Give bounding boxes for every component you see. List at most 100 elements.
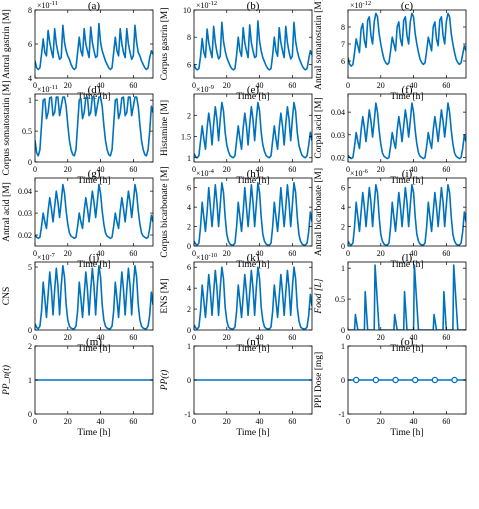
panel-f: 0 20 40 600.020.030.04(f)Time [h]Corpal aci… [314, 84, 467, 186]
multiplier-exponent: -12 [209, 0, 218, 7]
x-tick-label: 0 [192, 165, 196, 174]
x-tick-label: 20 [64, 417, 72, 426]
x-tick-label: 60 [288, 417, 296, 426]
x-tick-label: 0 [33, 417, 37, 426]
y-tick-label: 0 [187, 326, 191, 335]
y-axis-label: Antral bicarbonate [M] [314, 168, 324, 256]
panel-label: (e) [247, 84, 260, 96]
x-axis-label: Time [h] [390, 176, 423, 186]
series-line [35, 96, 153, 157]
x-tick-label: 0 [346, 249, 350, 258]
panel-g: 0 20 40 600.020.030.04(g)Time [h]Antral aci… [2, 168, 154, 270]
dose-marker [411, 376, 419, 384]
panel-label: (c) [401, 0, 414, 12]
y-tick-label: 8 [187, 33, 191, 42]
x-tick-label: 20 [377, 417, 385, 426]
axes-box [34, 177, 154, 247]
y-tick-label: 0 [341, 326, 345, 335]
multiplier-exponent: -7 [50, 252, 56, 259]
x-tick-label: 40 [97, 249, 105, 258]
x-axis-label: Time [h] [77, 428, 110, 438]
y-tick-label: 4 [341, 203, 345, 212]
dose-marker [352, 376, 360, 384]
y-multiplier: ×10-11 [37, 0, 58, 10]
x-tick-label: 60 [129, 249, 137, 258]
y-tick-label: 0.5 [335, 295, 345, 304]
y-tick-label: 8 [341, 23, 345, 32]
y-multiplier: ×10-11 [37, 84, 58, 94]
y-axis-label: PP_n(t) [1, 365, 12, 396]
series-line [194, 266, 312, 330]
y-multiplier: ×10-6 [350, 168, 369, 178]
x-tick-label: 20 [377, 81, 385, 90]
y-tick-label: 4 [187, 203, 191, 212]
x-axis-label: Time [h] [77, 260, 110, 270]
x-tick-label: 40 [97, 417, 105, 426]
multiplier-base: ×10 [196, 85, 209, 94]
y-axis-label: Corpus gastrin [M] [160, 8, 170, 81]
x-axis-label: Time [h] [236, 176, 269, 186]
series-line [194, 20, 312, 71]
y-tick-label: 2 [187, 111, 191, 120]
y-tick-label: 0.04 [18, 187, 32, 196]
y-tick-label: 4 [28, 74, 32, 83]
y-tick-label: 4 [187, 284, 191, 293]
multiplier-base: ×10 [196, 1, 209, 10]
y-axis-label: ENS [M] [160, 278, 170, 313]
x-tick-label: 60 [288, 249, 296, 258]
x-axis-label: Time [h] [77, 344, 110, 354]
y-tick-label: 6 [187, 184, 191, 193]
axes-box [347, 177, 467, 247]
y-multiplier: ×10-4 [196, 168, 215, 178]
multiplier-base: ×10 [37, 253, 50, 262]
x-tick-label: 40 [410, 165, 418, 174]
y-tick-label: 0.04 [331, 108, 345, 117]
multiplier-exponent: -10 [209, 252, 218, 259]
y-axis-label: Antral gastrin [M] [2, 9, 12, 79]
x-tick-label: 40 [256, 249, 264, 258]
x-tick-label: 20 [64, 333, 72, 342]
y-axis-label: CNS [2, 287, 12, 305]
x-tick-label: 20 [223, 249, 231, 258]
x-tick-label: 0 [192, 333, 196, 342]
y-axis-label: Antral somatostatin [M] [314, 0, 324, 90]
y-tick-label: 0.5 [22, 127, 32, 136]
x-tick-label: 20 [223, 165, 231, 174]
y-tick-label: 1 [341, 264, 345, 273]
y-tick-label: 0 [28, 326, 32, 335]
y-axis-label: Corpal acid [M] [314, 97, 324, 158]
y-multiplier: ×10-7 [37, 252, 56, 262]
multiplier-exponent: -4 [209, 168, 215, 175]
x-tick-label: 40 [410, 333, 418, 342]
y-tick-label: 6 [28, 40, 32, 49]
x-tick-label: 20 [377, 249, 385, 258]
axes-box [193, 9, 313, 79]
axes-box [193, 261, 313, 331]
x-tick-label: 40 [256, 165, 264, 174]
x-tick-label: 60 [288, 165, 296, 174]
y-axis-label: PPI Dose [mg] [314, 352, 324, 408]
x-axis-label: Time [h] [390, 92, 423, 102]
x-axis-label: Time [h] [77, 176, 110, 186]
x-tick-label: 20 [64, 249, 72, 258]
x-tick-label: 0 [346, 417, 350, 426]
y-tick-label: 7 [341, 40, 345, 49]
panel-label: (d) [88, 84, 101, 96]
y-tick-label: 8 [28, 6, 32, 15]
series-line [348, 102, 466, 160]
multiplier-exponent: -6 [363, 168, 369, 175]
panel-label: (h) [247, 168, 260, 180]
multiplier-exponent: -11 [50, 84, 58, 91]
panel-n: 0 20 40 60-101 (n)Time [h]PP(t) [159, 336, 313, 438]
y-tick-label: 0.03 [331, 131, 345, 140]
y-tick-label: 6 [341, 184, 345, 193]
x-axis-label: Time [h] [236, 260, 269, 270]
y-tick-label: 5 [28, 263, 32, 272]
panel-label: (j) [89, 252, 100, 264]
y-tick-label: 0 [28, 158, 32, 167]
y-tick-label: 6 [341, 57, 345, 66]
y-tick-label: 0 [28, 410, 32, 419]
